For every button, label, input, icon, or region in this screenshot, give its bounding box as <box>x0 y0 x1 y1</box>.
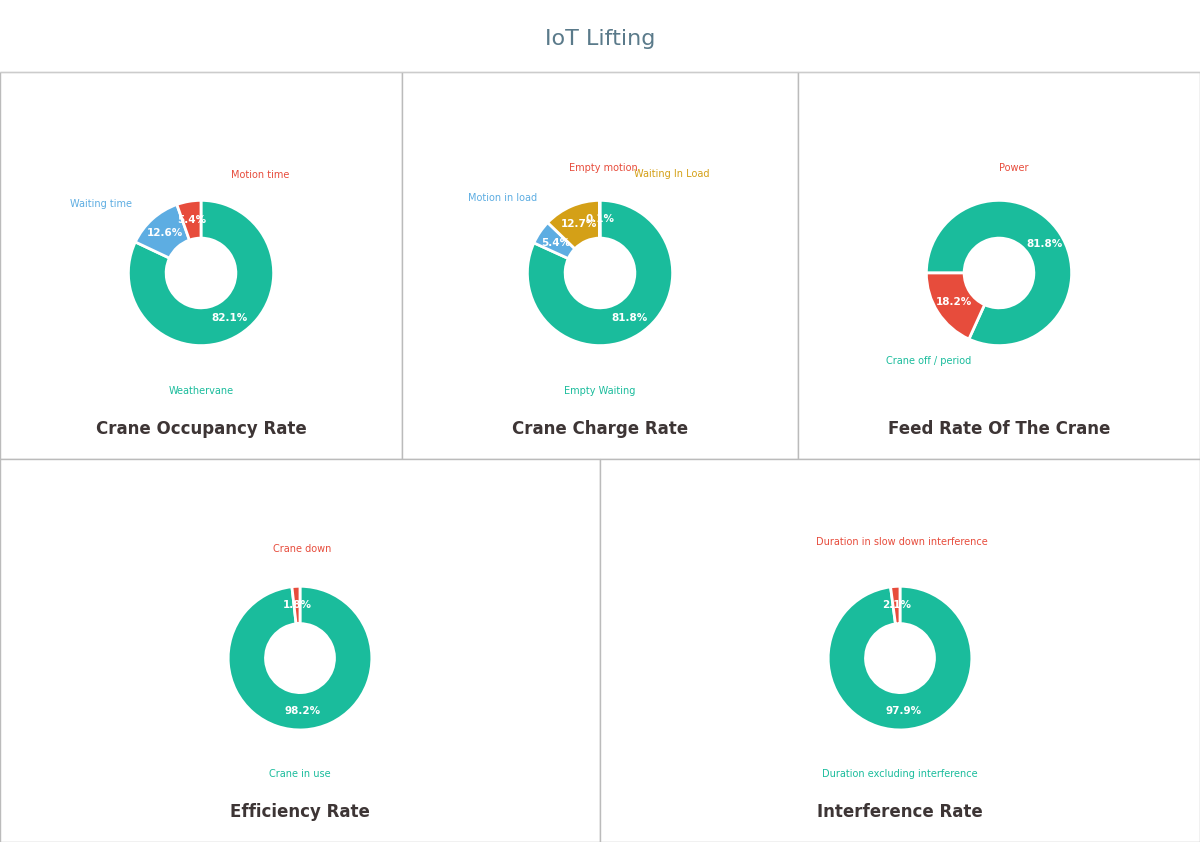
Text: Waiting time: Waiting time <box>70 199 132 209</box>
Text: Motion time: Motion time <box>232 170 289 179</box>
Text: Efficiency Rate: Efficiency Rate <box>230 803 370 821</box>
Wedge shape <box>292 586 300 624</box>
Text: Crane off / period: Crane off / period <box>887 356 972 366</box>
Text: Crane Charge Rate: Crane Charge Rate <box>512 420 688 438</box>
Wedge shape <box>926 273 984 339</box>
Text: Duration in slow down interference: Duration in slow down interference <box>816 537 988 546</box>
Wedge shape <box>228 586 372 730</box>
Text: Weathervane: Weathervane <box>168 386 234 396</box>
Text: 5.4%: 5.4% <box>178 215 206 225</box>
Wedge shape <box>128 200 274 345</box>
Text: 18.2%: 18.2% <box>936 297 972 307</box>
Text: 1.8%: 1.8% <box>282 600 312 610</box>
Wedge shape <box>890 586 900 624</box>
Text: 97.9%: 97.9% <box>886 706 922 717</box>
Text: Interference Rate: Interference Rate <box>817 803 983 821</box>
Wedge shape <box>176 200 202 240</box>
Text: 82.1%: 82.1% <box>211 313 248 323</box>
Wedge shape <box>926 200 1072 345</box>
Wedge shape <box>136 205 190 258</box>
Text: 12.6%: 12.6% <box>146 228 184 238</box>
Text: 98.2%: 98.2% <box>284 706 322 717</box>
Text: Crane in use: Crane in use <box>269 770 331 780</box>
Text: 2.1%: 2.1% <box>882 600 911 610</box>
Text: 81.8%: 81.8% <box>611 313 647 323</box>
Wedge shape <box>534 222 575 258</box>
Text: Waiting In Load: Waiting In Load <box>635 168 709 179</box>
Text: 12.7%: 12.7% <box>560 219 596 228</box>
Text: Duration excluding interference: Duration excluding interference <box>822 770 978 780</box>
Text: 0.1%: 0.1% <box>586 214 614 224</box>
Text: Power: Power <box>1000 163 1028 173</box>
Text: IoT Lifting: IoT Lifting <box>545 29 655 50</box>
Wedge shape <box>547 200 600 248</box>
Text: Empty motion: Empty motion <box>569 163 638 173</box>
Text: 81.8%: 81.8% <box>1026 239 1062 249</box>
Text: Crane Occupancy Rate: Crane Occupancy Rate <box>96 420 306 438</box>
Text: 5.4%: 5.4% <box>541 237 570 248</box>
Text: Empty Waiting: Empty Waiting <box>564 386 636 396</box>
Wedge shape <box>828 586 972 730</box>
Text: Motion in load: Motion in load <box>468 193 536 203</box>
Text: Crane down: Crane down <box>272 544 331 554</box>
Text: Feed Rate Of The Crane: Feed Rate Of The Crane <box>888 420 1110 438</box>
Wedge shape <box>527 200 673 345</box>
